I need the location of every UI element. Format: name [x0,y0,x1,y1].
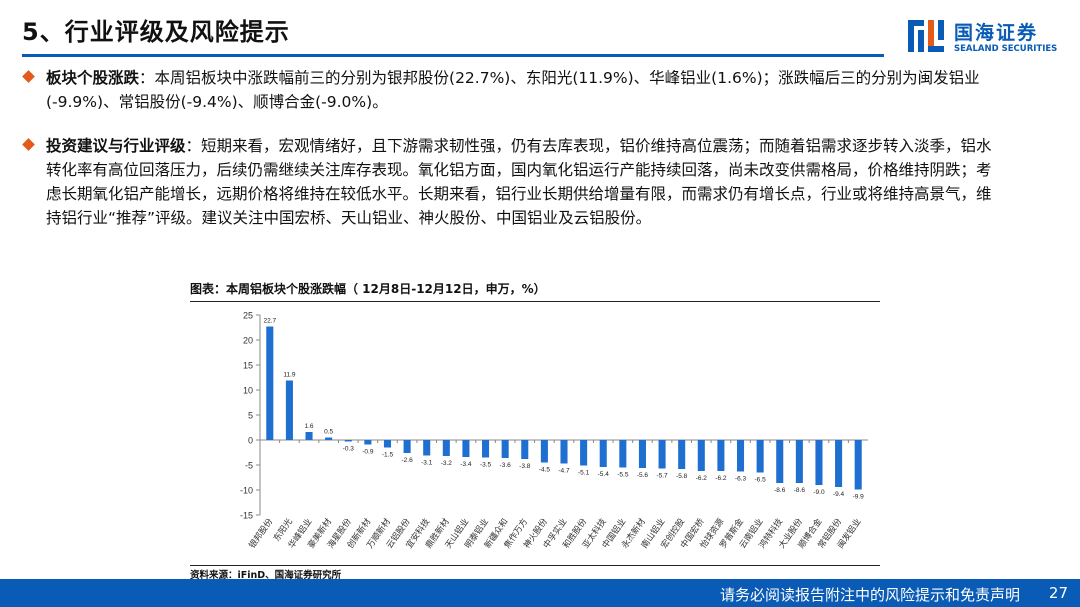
data-label: 11.9 [283,372,296,379]
chart-top-rule [190,301,880,302]
data-label: -2.6 [401,457,413,464]
bar [835,440,843,487]
data-label: -5.1 [578,470,590,477]
data-label: -3.5 [480,462,492,469]
paragraph-lead: 板块个股涨跌 [46,69,140,87]
y-tick-label: 0 [248,436,253,446]
bar [344,440,352,442]
paragraph-stock-moves: 板块个股涨跌：本周铝板块中涨跌幅前三的分别为银邦股份(22.7%)、东阳光(11… [22,66,1006,114]
y-tick-label: 10 [243,386,253,396]
company-logo: 国海证券 SEALAND SECURITIES [906,16,1066,60]
data-label: -8.6 [774,487,786,494]
bar-chart: 2520151050-5-10-1522.7银邦股份11.9东阳光1.6华峰铝业… [240,311,868,550]
page-title: 5、行业评级及风险提示 [22,18,290,46]
bar [364,440,372,445]
y-tick-label: -10 [240,486,253,496]
y-tick-label: 5 [248,411,253,421]
data-label: -1.5 [382,452,394,459]
chart-title: 图表：本周铝板块个股涨跌幅（ 12月8日-12月12日，申万，%） [190,282,546,296]
data-label: -9.0 [813,489,825,496]
data-label: 1.6 [305,423,314,430]
data-label: -3.6 [500,462,512,469]
data-label: -9.4 [833,491,845,498]
bar [776,440,784,483]
data-label: 22.7 [263,318,276,325]
bar [658,440,666,469]
bar [560,440,568,464]
chart-bottom-rule [190,565,880,566]
data-label: -6.2 [696,475,708,482]
data-label: -0.9 [362,449,374,456]
data-label: -4.5 [539,467,551,474]
y-tick-label: -5 [245,461,253,471]
data-label: -6.3 [735,476,747,483]
bar [697,440,705,471]
chart-panel: 图表：本周铝板块个股涨跌幅（ 12月8日-12月12日，申万，%） 25 20 15… [190,276,880,581]
data-label: -3.8 [519,463,531,470]
paragraph-text: ：本周铝板块中涨跌幅前三的分别为银邦股份(22.7%)、东阳光(11.9%)、华… [46,69,980,111]
data-label: -8.6 [794,487,806,494]
data-label: 0.5 [324,429,333,436]
data-label: -3.2 [441,460,453,467]
y-tick-label: 25 [243,311,253,321]
data-label: -3.4 [460,461,472,468]
bar [599,440,607,467]
bar [619,440,627,468]
paragraph-investment-advice: 投资建议与行业评级：短期来看，宏观情绪好，且下游需求韧性强，仍有去库表现，铝价维… [22,134,1006,230]
data-label: -4.7 [558,468,570,475]
page-number: 27 [1048,584,1068,602]
bar [815,440,823,485]
data-label: -5.5 [617,472,629,479]
bar [383,440,392,448]
bar [305,432,313,440]
bar [266,326,274,440]
bar [285,380,293,440]
data-label: -5.6 [637,472,649,479]
bar [462,440,470,457]
y-tick-label: 15 [243,361,253,371]
data-label: -3.1 [421,460,433,467]
data-label: -6.5 [755,477,767,484]
footer-disclaimer: 请务必阅读报告附注中的风险提示和免责声明 [719,586,1020,604]
logo-subtitle: SEALAND SECURITIES [954,44,1058,54]
title-underline [22,54,884,57]
diamond-bullet-icon [22,70,35,83]
bar [638,440,646,468]
sealand-logo-icon [908,20,944,52]
bar [540,440,548,463]
data-label: -5.8 [676,473,688,480]
bar [403,440,411,453]
data-label: -5.7 [656,473,668,480]
logo-name: 国海证券 [954,22,1039,44]
bar [717,440,725,471]
diamond-bullet-icon [22,138,35,151]
category-label: 银邦股份 [247,516,275,550]
bar [795,440,803,483]
data-label: -6.2 [715,475,727,482]
paragraph-lead: 投资建议与行业评级 [46,137,186,155]
bar [756,440,764,473]
bar [482,440,490,458]
bar [521,440,529,459]
y-tick-label: 20 [243,336,253,346]
bar [501,440,509,458]
paragraph-text: ：短期来看，宏观情绪好，且下游需求韧性强，仍有去库表现，铝价维持高位震荡；而随着… [46,137,992,227]
bar [442,440,450,456]
bar [423,440,431,456]
data-label: -5.4 [598,471,610,478]
bar [325,437,333,440]
bar [736,440,745,472]
bar [580,440,588,466]
y-tick-label: -15 [240,511,253,521]
bar [678,440,686,469]
data-label: -9.9 [853,494,865,501]
bar [854,440,862,490]
chart-source: 资料来源：iFinD、国海证券研究所 [190,570,342,581]
data-label: -0.3 [343,446,355,453]
footer-bar: 请务必阅读报告附注中的风险提示和免责声明 27 [0,579,1080,607]
